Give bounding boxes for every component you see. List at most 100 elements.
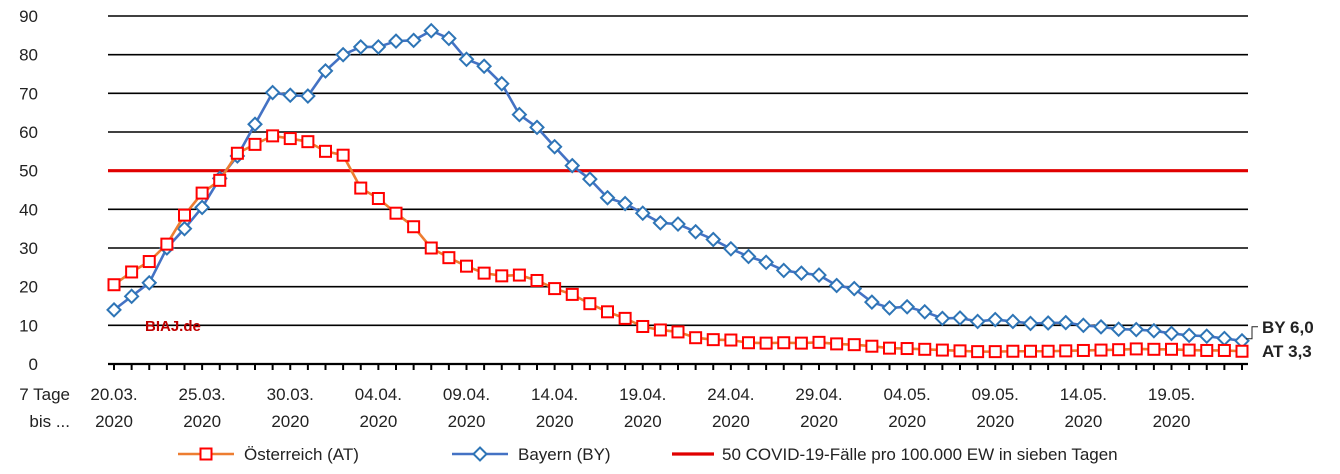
at-point: [107, 278, 121, 292]
at-point: [512, 268, 526, 282]
by-end-label: BY 6,0: [1262, 318, 1314, 337]
by-point: [722, 240, 739, 257]
by-point: [705, 231, 722, 248]
by-point: [405, 32, 422, 49]
by-point: [458, 51, 475, 68]
x-tick-year: 2020: [448, 412, 486, 431]
at-point: [336, 148, 350, 162]
by-point: [1022, 315, 1039, 332]
by-point: [299, 88, 316, 104]
at-point: [565, 287, 579, 301]
at-point: [1094, 343, 1108, 357]
watermark: BIAJ.de: [145, 318, 201, 335]
at-point: [601, 305, 614, 319]
y-tick-label: 0: [29, 355, 38, 374]
by-point: [1004, 313, 1021, 330]
at-point: [125, 265, 139, 279]
y-tick-label: 50: [19, 162, 38, 181]
x-tick-year: 2020: [712, 412, 750, 431]
at-point: [847, 338, 861, 352]
at-point: [460, 259, 473, 273]
at-point: [1200, 343, 1214, 357]
at-point: [266, 129, 280, 143]
legend-item-threshold: 50 COVID-19-Fälle pro 100.000 EW in sieb…: [672, 445, 1118, 464]
by-point: [881, 300, 898, 316]
by-point: [916, 303, 933, 320]
by-point: [863, 294, 880, 311]
by-point: [1163, 325, 1180, 342]
legend-item-by: Bayern (BY): [452, 445, 611, 464]
by-point: [388, 33, 404, 50]
at-point: [671, 325, 685, 339]
by-point: [952, 310, 968, 326]
x-tick-year: 2020: [536, 412, 574, 431]
at-point: [636, 319, 650, 333]
at-point: [389, 206, 403, 220]
by-point: [670, 216, 686, 232]
x-tick-label: 04.05.: [883, 385, 930, 404]
at-point: [424, 241, 438, 255]
at-point: [1147, 342, 1161, 356]
at-point: [1076, 343, 1090, 357]
at-point: [477, 266, 491, 280]
by-point: [335, 46, 352, 63]
y-tick-label: 70: [19, 84, 38, 103]
by-point: [652, 214, 669, 231]
by-point: [811, 267, 827, 283]
at-point: [142, 255, 156, 269]
at-point: [742, 336, 755, 350]
by-point: [617, 195, 634, 212]
by-point: [529, 119, 545, 136]
x-tick-year: 2020: [888, 412, 926, 431]
x-tick-year: 2020: [624, 412, 662, 431]
by-point: [1128, 321, 1145, 338]
by-point: [123, 288, 140, 305]
by-point: [740, 248, 757, 265]
at-point: [442, 251, 456, 265]
by-point: [1216, 330, 1233, 347]
by-point: [511, 106, 528, 123]
at-point: [354, 181, 368, 195]
by-point: [423, 22, 440, 39]
at-point: [830, 337, 844, 351]
by-point: [106, 301, 122, 318]
by-point: [370, 39, 387, 55]
x-axis-title-line: 7 Tage: [19, 385, 70, 404]
at-point: [1006, 344, 1020, 358]
x-axis-title: 7 Tage bis ...: [19, 385, 70, 431]
at-point: [248, 137, 262, 151]
x-tick-year: 2020: [1153, 412, 1191, 431]
watermark-group: BIAJ.de: [145, 318, 201, 335]
at-point: [794, 336, 808, 350]
at-point: [407, 220, 421, 234]
at-point: [1041, 344, 1055, 358]
by-point: [758, 254, 775, 271]
by-point: [934, 310, 951, 327]
y-tick-label: 40: [19, 200, 38, 219]
at-point: [1165, 342, 1178, 356]
at-point: [160, 237, 174, 251]
at-point: [1112, 343, 1126, 357]
at-point: [178, 208, 191, 222]
y-tick-label: 20: [19, 278, 38, 297]
at-point: [953, 344, 967, 358]
x-tick-label: 09.04.: [443, 385, 490, 404]
at-point: [618, 311, 632, 325]
series-group: [106, 22, 1250, 359]
x-tick-year: 2020: [271, 412, 309, 431]
at-point: [530, 273, 544, 287]
at-point: [495, 269, 509, 283]
legend-item-at: Österreich (AT): [178, 445, 359, 464]
x-tick-label: 20.03.: [90, 385, 137, 404]
x-tick-label: 19.04.: [619, 385, 666, 404]
legend: Österreich (AT) Bayern (BY) 50 COVID-19-Fä…: [178, 445, 1118, 464]
by-point: [828, 277, 845, 294]
by-point: [247, 116, 263, 133]
by-point: [493, 75, 510, 92]
at-end-label: AT 3,3: [1262, 342, 1312, 361]
x-tick-year: 2020: [359, 412, 397, 431]
at-series: [107, 129, 1249, 359]
by-point: [1093, 318, 1109, 335]
by-point: [687, 223, 704, 240]
